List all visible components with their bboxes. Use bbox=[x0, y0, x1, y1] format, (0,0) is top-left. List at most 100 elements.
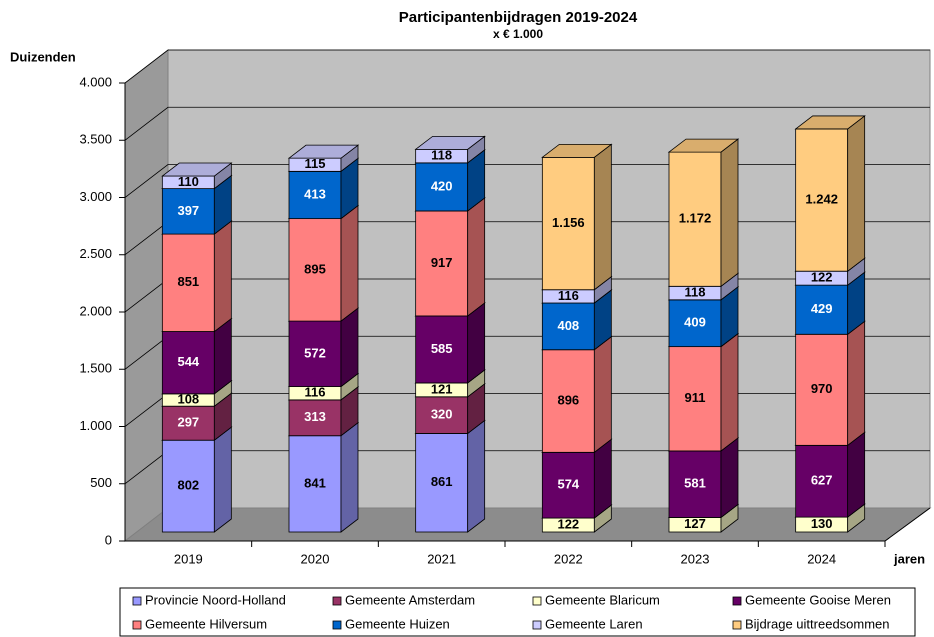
bar-front bbox=[161, 439, 215, 533]
legend-swatch bbox=[132, 596, 142, 606]
bar-side bbox=[593, 438, 612, 519]
data-label: 130 bbox=[811, 516, 833, 531]
bar-side bbox=[340, 421, 359, 533]
data-label: 413 bbox=[304, 186, 326, 201]
bars: 802 297 108 544 851 397 110 841 313 116 572 895 413 1… bbox=[161, 115, 866, 533]
data-label: 581 bbox=[684, 476, 706, 491]
legend-swatch bbox=[132, 620, 142, 630]
x-axis-label: jaren bbox=[893, 551, 925, 566]
grid-line bbox=[124, 106, 930, 141]
data-label: 397 bbox=[177, 203, 199, 218]
data-label: 408 bbox=[557, 318, 579, 333]
bar-front bbox=[415, 396, 469, 434]
data-label: 544 bbox=[177, 354, 199, 369]
bar-side bbox=[467, 419, 486, 533]
bar-segment bbox=[667, 138, 740, 288]
bar-segment bbox=[414, 197, 486, 317]
data-label: 802 bbox=[177, 478, 199, 493]
bar-top bbox=[794, 115, 866, 130]
data-label: 572 bbox=[304, 345, 326, 360]
legend-swatch bbox=[332, 620, 342, 630]
legend-label: Bijdrage uittreedsommen bbox=[745, 616, 890, 631]
data-label: 122 bbox=[557, 516, 579, 531]
y-tick-label: 2.500 bbox=[79, 246, 112, 261]
bar-front bbox=[795, 284, 849, 335]
data-label: 297 bbox=[177, 415, 199, 430]
data-label: 116 bbox=[558, 288, 579, 303]
bar-side bbox=[467, 197, 486, 317]
bar-segment bbox=[794, 115, 866, 272]
bar-top bbox=[541, 143, 613, 158]
legend-label: Gemeente Amsterdam bbox=[345, 592, 475, 607]
data-label: 118 bbox=[685, 284, 706, 299]
chart-subtitle: x € 1.000 bbox=[493, 27, 543, 41]
x-tick-label: 2020 bbox=[301, 551, 330, 566]
y-tick-label: 0 bbox=[105, 532, 112, 547]
bar-front bbox=[541, 156, 595, 291]
legend bbox=[119, 587, 916, 637]
bar-segment bbox=[541, 143, 613, 291]
data-label: 320 bbox=[431, 407, 453, 422]
x-tick-label: 2024 bbox=[807, 551, 836, 566]
bar-front bbox=[668, 299, 722, 348]
data-label: 121 bbox=[431, 381, 453, 396]
bar-side bbox=[467, 302, 486, 384]
bar-front bbox=[288, 399, 342, 437]
data-label: 127 bbox=[684, 516, 706, 531]
y-tick-label: 3.500 bbox=[79, 132, 112, 147]
legend-label: Provincie Noord-Holland bbox=[145, 592, 286, 607]
grid-line bbox=[124, 49, 930, 84]
data-label: 970 bbox=[811, 381, 833, 396]
data-label: 313 bbox=[304, 409, 326, 424]
bar-side bbox=[720, 437, 739, 519]
bar-front bbox=[415, 315, 469, 384]
bar-side bbox=[720, 332, 739, 452]
legend-swatch bbox=[732, 620, 742, 630]
data-label: 110 bbox=[178, 174, 199, 189]
bar-front bbox=[161, 405, 215, 441]
data-label: 429 bbox=[811, 301, 833, 316]
bar-segment bbox=[414, 135, 486, 164]
legend-swatch bbox=[532, 596, 542, 606]
x-tick-label: 2022 bbox=[554, 551, 583, 566]
data-label: 895 bbox=[304, 261, 326, 276]
bar-front bbox=[415, 433, 469, 533]
bar-side bbox=[847, 431, 866, 518]
legend-label: Gemeente Laren bbox=[545, 616, 643, 631]
data-label: 896 bbox=[557, 392, 579, 407]
data-label: 1.242 bbox=[805, 192, 838, 207]
data-label: 574 bbox=[557, 477, 579, 492]
data-label: 1.172 bbox=[679, 211, 712, 226]
data-label: 1.156 bbox=[552, 215, 585, 230]
bar-top bbox=[287, 144, 360, 159]
data-label: 585 bbox=[431, 341, 453, 356]
legend-swatch bbox=[532, 620, 542, 630]
bar-side bbox=[213, 426, 232, 533]
y-axis-label: Duizenden bbox=[10, 49, 76, 64]
bar-side bbox=[340, 204, 359, 322]
data-label: 861 bbox=[431, 474, 453, 489]
data-label: 108 bbox=[177, 391, 199, 406]
data-label: 841 bbox=[304, 475, 326, 490]
bar-front bbox=[795, 444, 849, 518]
bar-front bbox=[541, 451, 595, 519]
chart-title: Participantenbijdragen 2019-2024 bbox=[399, 9, 638, 26]
bar-segment bbox=[161, 220, 233, 333]
data-label: 917 bbox=[431, 255, 453, 270]
legend-label: Gemeente Blaricum bbox=[545, 592, 660, 607]
bar-segment bbox=[161, 162, 233, 190]
bar-front bbox=[161, 233, 215, 332]
x-tick-label: 2019 bbox=[174, 551, 203, 566]
bar-top bbox=[161, 162, 233, 177]
bar-front bbox=[795, 128, 849, 272]
bar-side bbox=[847, 115, 866, 272]
data-label: 627 bbox=[811, 473, 833, 488]
y-tick-label: 2.000 bbox=[79, 303, 112, 318]
x-axis-depth bbox=[884, 507, 931, 542]
bar-front bbox=[161, 331, 215, 395]
data-label: 122 bbox=[811, 270, 833, 285]
data-label: 116 bbox=[305, 385, 326, 400]
y-tick-label: 500 bbox=[90, 475, 112, 490]
y-tick-label: 4.000 bbox=[79, 74, 112, 89]
